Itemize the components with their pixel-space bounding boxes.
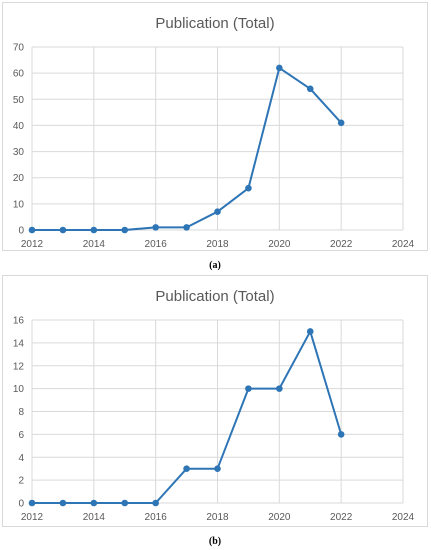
panel-a-x-tick-label: 2020 (268, 239, 291, 250)
panel-b-y-tick-label: 16 (13, 316, 25, 327)
panel-b: Publication (Total) 0 2 4 6 8 10 12 14 16 2012 201… (2, 275, 428, 527)
panel-a-data-point (245, 184, 252, 192)
panel-b-y-tick-label: 2 (18, 476, 24, 487)
panel-a-x-tick-label: 2022 (330, 239, 353, 250)
panel-b-x-tick-label: 2014 (83, 512, 106, 523)
panel-b-data-point (90, 499, 98, 507)
panel-a-data-point (121, 226, 129, 234)
panel-a-y-tick-label: 70 (13, 43, 25, 54)
panel-a-data-point (59, 226, 67, 234)
panel-b-data-point (121, 499, 129, 507)
panel-a-data-point (90, 226, 98, 234)
panel-a-x-tick-label: 2012 (21, 239, 44, 250)
panel-a-data-point (152, 224, 159, 231)
panel-b-y-tick-label: 0 (18, 499, 24, 510)
panel-b-data-point (245, 385, 252, 392)
panel-b-caption: (b) (209, 536, 221, 547)
panel-b-x-tick-label: 2016 (145, 512, 168, 523)
panel-a-data-point (214, 208, 221, 215)
panel-a-y-tick-label: 40 (13, 121, 25, 132)
panel-b-y-tick-label: 4 (18, 453, 24, 464)
panel-b-y-tick-label: 14 (13, 338, 25, 349)
panel-b-data-point (214, 465, 221, 472)
panel-b-data-point (276, 385, 283, 392)
panel-a-plot: 0 10 20 30 40 50 60 70 2012 2014 2016 2018 2020 2022 2… (13, 43, 415, 251)
panel-b-data-point (306, 328, 314, 335)
panel-a-data-point (306, 85, 314, 93)
panel-a-y-tick-label: 30 (13, 147, 25, 158)
panel-b-y-tick-label: 6 (18, 430, 24, 441)
panel-a-y-tick-label: 50 (13, 95, 25, 106)
panel-a-data-point (276, 64, 283, 72)
panel-b-x-tick-label: 2018 (206, 512, 229, 523)
panel-b-caption-text: (b) (209, 536, 221, 547)
panel-a: Publication (Total) 0 10 20 30 40 50 60 70 2012 2… (2, 2, 428, 251)
panel-b-x-tick-label: 2012 (21, 512, 44, 523)
panel-b-y-tick-label: 10 (13, 384, 25, 395)
panel-b-x-tick-label: 2022 (330, 512, 353, 523)
panel-b-x-tick-label: 2024 (392, 512, 415, 523)
panel-a-data-point (337, 119, 345, 127)
panel-a-title: Publication (Total) (155, 15, 274, 32)
panel-b-data-point (152, 499, 159, 507)
panel-b-data-point (337, 431, 345, 438)
panel-b-plot: 0 2 4 6 8 10 12 14 16 2012 2014 2016 2018 2020 2022 202… (13, 316, 415, 524)
panel-b-x-tick-label: 2020 (268, 512, 291, 523)
panel-a-y-tick-label: 10 (13, 199, 25, 210)
panel-a-x-tick-label: 2024 (392, 239, 415, 250)
panel-b-data-point (59, 499, 67, 507)
panel-b-y-tick-label: 8 (18, 407, 24, 418)
panel-a-caption-text: (a) (209, 260, 221, 271)
panel-a-x-tick-label: 2014 (83, 239, 106, 250)
panel-a-data-point (28, 226, 36, 234)
panel-a-y-tick-label: 20 (13, 173, 25, 184)
panel-a-x-tick-label: 2016 (145, 239, 168, 250)
panel-b-data-point (28, 499, 36, 507)
panel-a-y-tick-label: 60 (13, 69, 25, 80)
panel-b-data-point (183, 465, 190, 472)
panel-b-border (2, 275, 428, 527)
panel-a-border (2, 2, 428, 251)
panel-a-data-point (183, 224, 190, 231)
panel-a-y-tick-label: 0 (18, 226, 24, 237)
panel-a-x-tick-label: 2018 (206, 239, 229, 250)
panel-a-caption: (a) (209, 260, 221, 271)
panel-b-y-tick-label: 12 (13, 361, 25, 372)
panel-b-title: Publication (Total) (155, 288, 274, 305)
